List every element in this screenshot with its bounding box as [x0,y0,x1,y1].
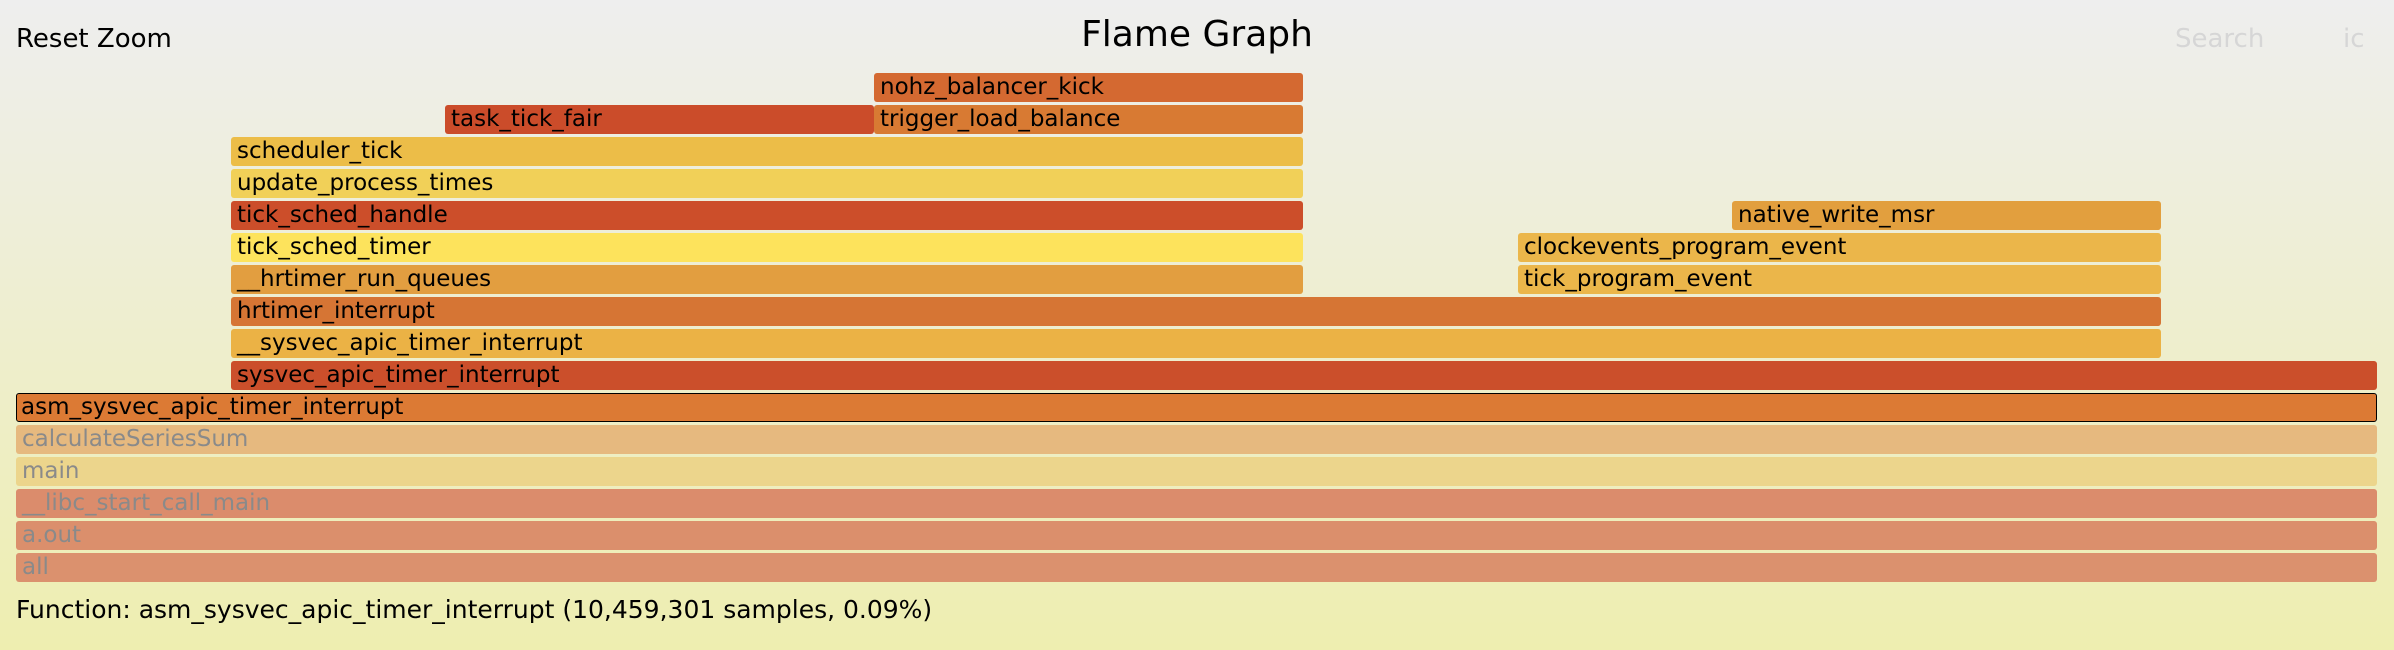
frame-hrtimer-interrupt[interactable]: hrtimer_interrupt [231,297,2161,326]
frame-sysvec-apic-timer-interrupt-inner[interactable]: __sysvec_apic_timer_interrupt [231,329,2161,358]
frame-scheduler-tick[interactable]: scheduler_tick [231,137,1303,166]
frame-nohz-balancer-kick[interactable]: nohz_balancer_kick [874,73,1303,102]
ignore-case-toggle[interactable]: ic [2343,24,2365,54]
frame-main[interactable]: main [16,457,2377,486]
details-text: Function: asm_sysvec_apic_timer_interrup… [16,595,933,624]
frame-trigger-load-balance[interactable]: trigger_load_balance [874,105,1303,134]
frame-update-process-times[interactable]: update_process_times [231,169,1303,198]
frame-hrtimer-run-queues[interactable]: __hrtimer_run_queues [231,265,1303,294]
reset-zoom-button[interactable]: Reset Zoom [16,24,172,54]
frame-task-tick-fair[interactable]: task_tick_fair [445,105,874,134]
frame-tick-program-event[interactable]: tick_program_event [1518,265,2161,294]
frame-calculate-series-sum[interactable]: calculateSeriesSum [16,425,2377,454]
search-button[interactable]: Search [2175,24,2265,54]
frame-sysvec-apic-timer-interrupt[interactable]: sysvec_apic_timer_interrupt [231,361,2377,390]
frame-a-out[interactable]: a.out [16,521,2377,550]
frame-asm-sysvec-apic-timer-interrupt[interactable]: asm_sysvec_apic_timer_interrupt [16,393,2377,422]
page-title: Flame Graph [1081,14,1313,55]
frame-libc-start-call-main[interactable]: __libc_start_call_main [16,489,2377,518]
frame-tick-sched-timer[interactable]: tick_sched_timer [231,233,1303,262]
frame-clockevents-program-event[interactable]: clockevents_program_event [1518,233,2161,262]
frame-tick-sched-handle[interactable]: tick_sched_handle [231,201,1303,230]
frame-all[interactable]: all [16,553,2377,582]
frame-native-write-msr[interactable]: native_write_msr [1732,201,2161,230]
